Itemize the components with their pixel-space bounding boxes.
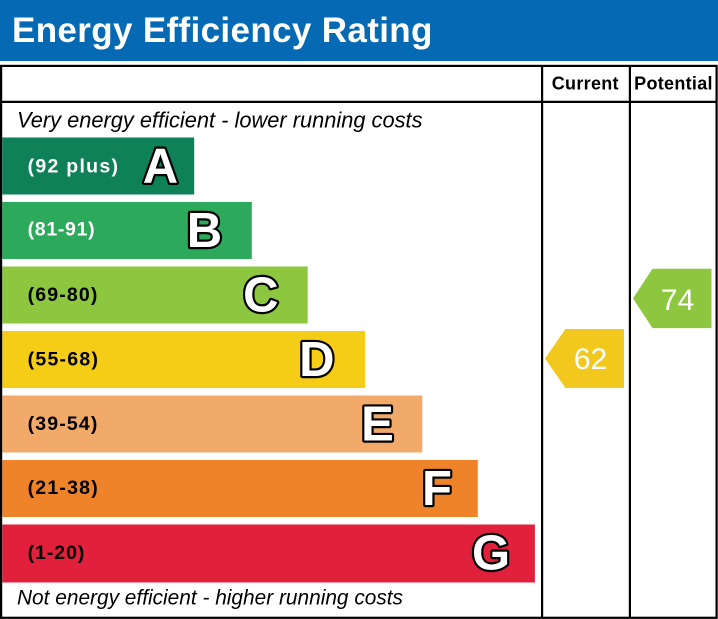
svg-text:B: B bbox=[187, 204, 222, 258]
svg-text:62: 62 bbox=[574, 343, 607, 376]
svg-text:Not energy efficient - higher: Not energy efficient - higher running co… bbox=[17, 587, 403, 610]
svg-text:G: G bbox=[472, 527, 510, 581]
svg-text:C: C bbox=[243, 269, 278, 323]
svg-text:(92 plus): (92 plus) bbox=[28, 155, 118, 177]
svg-text:Energy Efficiency Rating: Energy Efficiency Rating bbox=[12, 11, 433, 50]
svg-text:(1-20): (1-20) bbox=[28, 542, 85, 564]
svg-text:(55-68): (55-68) bbox=[28, 349, 98, 371]
svg-text:(81-91): (81-91) bbox=[28, 219, 95, 241]
svg-text:Very energy efficient - lower: Very energy efficient - lower running co… bbox=[17, 108, 423, 133]
svg-text:F: F bbox=[422, 462, 452, 516]
svg-text:Potential: Potential bbox=[634, 74, 713, 94]
svg-text:E: E bbox=[361, 398, 394, 452]
svg-text:A: A bbox=[143, 140, 178, 194]
svg-text:(69-80): (69-80) bbox=[28, 284, 98, 306]
svg-text:(39-54): (39-54) bbox=[28, 413, 98, 435]
svg-text:74: 74 bbox=[661, 284, 694, 317]
svg-text:D: D bbox=[299, 333, 334, 387]
svg-text:Current: Current bbox=[552, 74, 619, 94]
svg-text:(21-38): (21-38) bbox=[28, 477, 98, 499]
